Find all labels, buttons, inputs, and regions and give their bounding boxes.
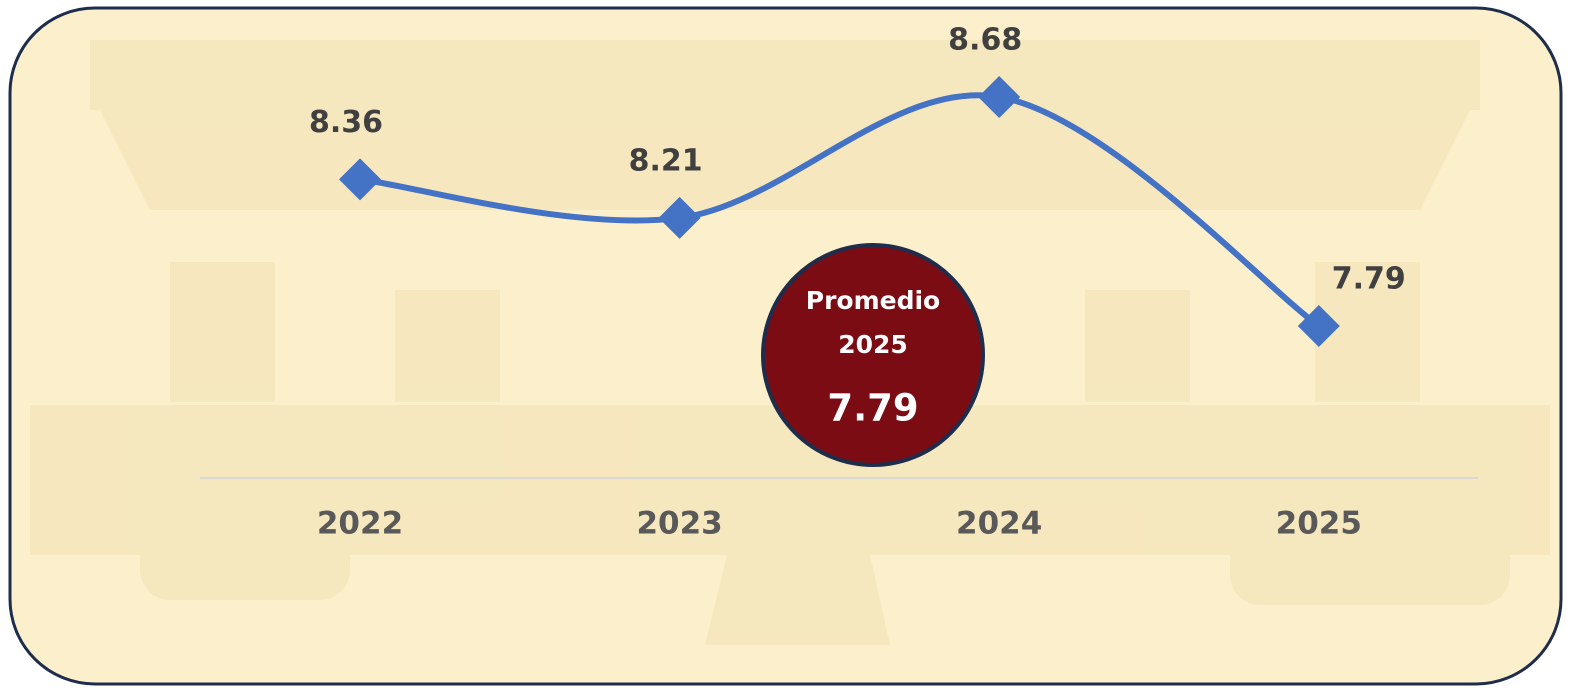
x-tick-label: 2023 (636, 506, 722, 542)
truck (170, 262, 275, 402)
data-label: 8.21 (629, 143, 703, 178)
bus (1085, 290, 1190, 402)
car (1230, 495, 1510, 605)
annotation-value: 7.79 (827, 387, 918, 430)
annotation-label: 2025 (838, 330, 908, 359)
data-label: 7.79 (1332, 262, 1406, 297)
toll-roof (90, 40, 1480, 110)
data-label: 8.36 (309, 105, 383, 140)
annotation-label: Promedio (806, 286, 940, 315)
bus (395, 290, 500, 402)
page: 2022 2023 2024 2025 8.36 8.21 8.68 7.79 Promedio… (0, 0, 1579, 692)
data-label: 8.68 (948, 23, 1022, 58)
toll-canopy (100, 110, 1470, 210)
x-tick-label: 2024 (956, 506, 1042, 542)
chart: 2022 2023 2024 2025 8.36 8.21 8.68 7.79 Promedio… (0, 0, 1579, 692)
x-tick-label: 2025 (1276, 506, 1362, 542)
x-tick-label: 2022 (317, 506, 403, 542)
